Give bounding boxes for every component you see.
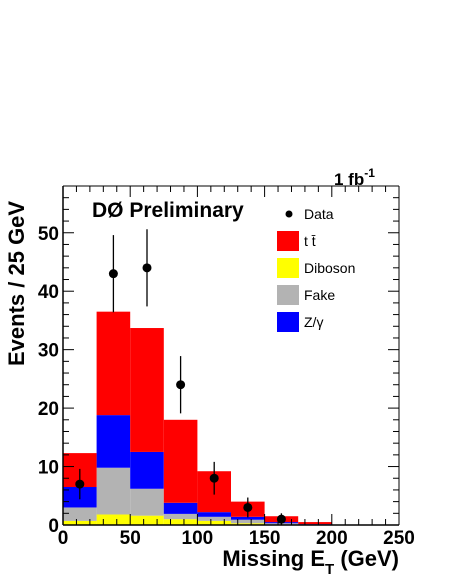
legend-swatch-diboson	[277, 258, 299, 278]
legend-marker-data	[285, 210, 293, 218]
data-point	[243, 502, 253, 512]
bar-z-5	[231, 516, 265, 520]
legend-label-fake: Fake	[304, 287, 335, 303]
bar-fake-0	[63, 507, 97, 521]
bar-fake-1	[96, 467, 131, 515]
x-tick-label: 50	[120, 528, 141, 549]
legend-swatch-fake	[277, 285, 299, 305]
x-axis-title-unit: (GeV)	[334, 546, 399, 571]
bar-diboson-2	[130, 515, 164, 525]
bar-fake-2	[130, 488, 164, 516]
legend-label-t-t: t t̄	[304, 233, 316, 249]
data-point	[142, 263, 152, 273]
luminosity-label: 1 fb-1	[334, 166, 375, 189]
y-tick-label: 10	[38, 458, 59, 479]
x-axis-title: Missing ET (GeV)	[222, 546, 399, 578]
chart-banner: DØ Preliminary	[92, 199, 244, 222]
legend-label-diboson: Diboson	[304, 260, 355, 276]
data-point	[108, 269, 118, 279]
bar-fake-3	[163, 513, 198, 520]
bar-diboson-1	[96, 514, 131, 525]
bar-t-t-1	[96, 311, 131, 416]
bar-z-2	[130, 451, 164, 489]
x-axis-title-main: Missing E	[222, 546, 325, 571]
bar-t-t-2	[130, 328, 164, 452]
x-axis-title-sub: T	[325, 561, 334, 578]
y-tick-label: 50	[38, 224, 59, 245]
data-point	[176, 380, 186, 390]
x-tick-label: 250	[383, 528, 415, 549]
y-tick-label: 20	[38, 399, 59, 420]
y-tick-label: 0	[48, 516, 59, 537]
histogram-stack	[63, 311, 332, 525]
bar-fake-4	[197, 516, 231, 521]
data-point	[75, 479, 85, 489]
data-point	[276, 514, 286, 524]
x-tick-label: 100	[182, 528, 214, 549]
x-tick-label: 0	[58, 528, 69, 549]
legend: Data t t̄ Diboson Fake Z/γ	[277, 206, 355, 332]
x-tick-label: 200	[316, 528, 348, 549]
bar-z-4	[197, 512, 231, 517]
legend-label-z: Z/γ	[304, 314, 323, 330]
x-tick-label: 150	[249, 528, 281, 549]
bar-diboson-0	[63, 520, 97, 525]
bar-z-1	[96, 415, 131, 468]
bar-z-3	[163, 502, 198, 514]
bar-diboson-5	[231, 523, 265, 525]
y-axis-ticks: 0 10 20 30 40 50	[38, 185, 399, 537]
legend-swatch-t-t	[277, 231, 299, 251]
bar-t-t-3	[163, 419, 198, 503]
bar-t-t-7	[298, 522, 332, 525]
y-tick-label: 30	[38, 341, 59, 362]
bar-fake-5	[231, 519, 265, 524]
luminosity-value: 1 fb	[334, 170, 364, 189]
data-points	[75, 229, 286, 525]
luminosity-exponent: -1	[364, 166, 375, 180]
y-axis-title: Events / 25 GeV	[4, 201, 29, 366]
y-tick-label: 40	[38, 282, 59, 303]
plot-frame	[62, 185, 400, 526]
legend-label-data: Data	[304, 206, 334, 222]
legend-swatch-z	[277, 312, 299, 332]
bar-diboson-3	[163, 519, 198, 525]
bar-diboson-4	[197, 520, 231, 525]
data-point	[209, 473, 219, 483]
x-axis-ticks: 0 50 100 150 200 250	[58, 186, 415, 549]
